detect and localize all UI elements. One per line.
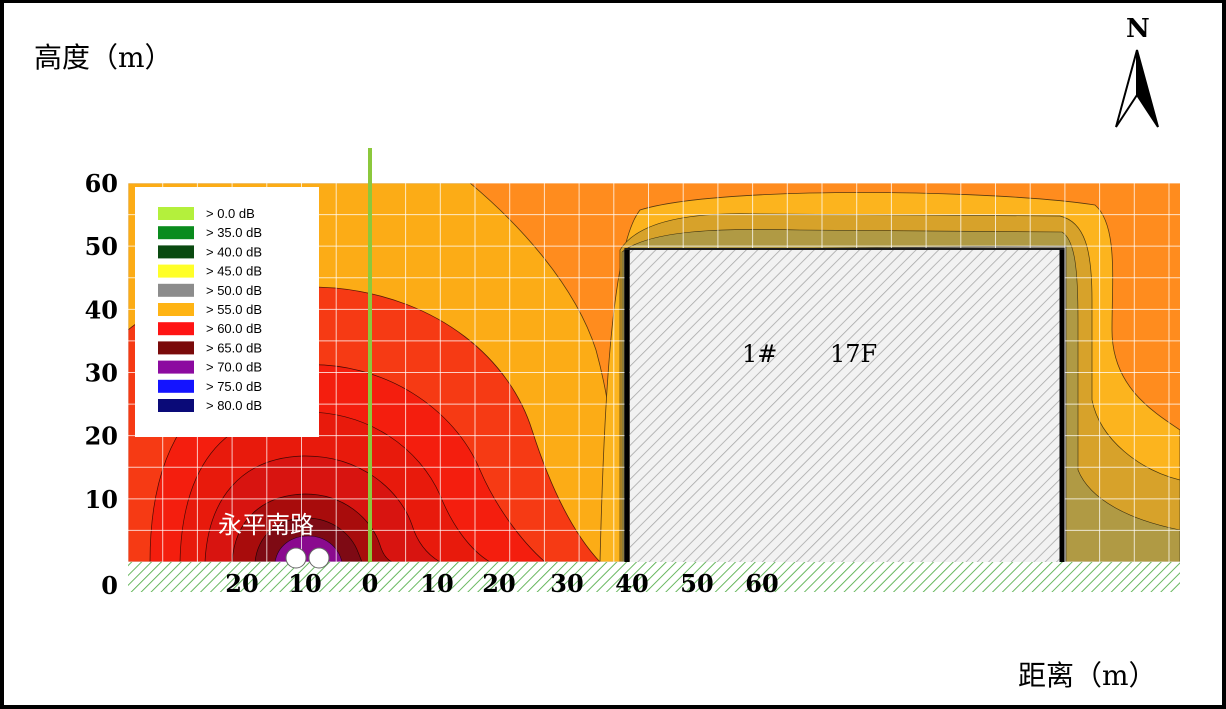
legend-swatch <box>158 341 194 355</box>
x-tick-label: 50 <box>680 569 713 598</box>
x-tick-label: 20 <box>225 569 258 598</box>
y-axis-label: 高度（m） <box>34 41 173 74</box>
x-tick-label: 20 <box>482 569 515 598</box>
legend-label: > 70.0 dB <box>206 360 262 375</box>
x-tick-label: 0 <box>362 569 379 598</box>
road-source-1 <box>285 547 307 569</box>
y-tick-label: 60 <box>85 169 118 198</box>
legend-swatch <box>158 283 194 297</box>
legend-swatch <box>158 226 194 240</box>
legend-swatch <box>158 360 194 374</box>
legend-swatch <box>158 322 194 336</box>
y-tick-label: 30 <box>85 359 118 388</box>
road-source-2 <box>308 547 330 569</box>
legend-label: > 0.0 dB <box>206 206 255 221</box>
legend-label: > 75.0 dB <box>206 379 262 394</box>
road-label: 永平南路 <box>218 511 314 539</box>
x-tick-label: 10 <box>288 569 321 598</box>
legend-swatch <box>158 207 194 220</box>
y-tick-label: 0 <box>101 571 118 600</box>
y-tick-label: 40 <box>85 295 118 324</box>
x-tick-label: 30 <box>550 569 583 598</box>
y-tick-label: 10 <box>85 485 118 514</box>
building-floors-label: 17F <box>830 340 877 368</box>
north-label: N <box>1126 14 1150 44</box>
x-tick-label: 10 <box>420 569 453 598</box>
legend-swatch <box>158 399 194 412</box>
north-arrow-icon <box>1115 49 1159 128</box>
y-tick-labels: 0 10 20 30 40 50 60 <box>85 169 118 600</box>
building-id-label: 1# <box>742 340 777 368</box>
building-1 <box>630 248 1060 562</box>
legend-swatch <box>158 303 194 316</box>
legend-label: > 40.0 dB <box>206 244 262 259</box>
legend-label: > 35.0 dB <box>206 225 262 240</box>
x-tick-label: 60 <box>745 569 778 598</box>
legend-swatch <box>158 245 194 259</box>
ground-strip <box>128 562 1180 592</box>
x-tick-labels: 20 10 0 10 20 30 40 50 60 <box>225 569 778 598</box>
x-tick-label: 40 <box>615 569 648 598</box>
legend-label: > 65.0 dB <box>206 340 262 355</box>
legend: > 0.0 dB > 35.0 dB > 40.0 dB > 45.0 dB > 50.… <box>135 187 319 437</box>
y-tick-label: 50 <box>85 232 118 261</box>
y-tick-label: 20 <box>85 422 118 451</box>
legend-label: > 60.0 dB <box>206 321 262 336</box>
legend-label: > 80.0 dB <box>206 398 262 413</box>
legend-label: > 55.0 dB <box>206 302 262 317</box>
x-axis-label: 距离（m） <box>1018 659 1157 692</box>
legend-swatch <box>158 264 194 278</box>
legend-label: > 45.0 dB <box>206 264 262 279</box>
legend-label: > 50.0 dB <box>206 283 262 298</box>
legend-swatch <box>158 379 194 393</box>
